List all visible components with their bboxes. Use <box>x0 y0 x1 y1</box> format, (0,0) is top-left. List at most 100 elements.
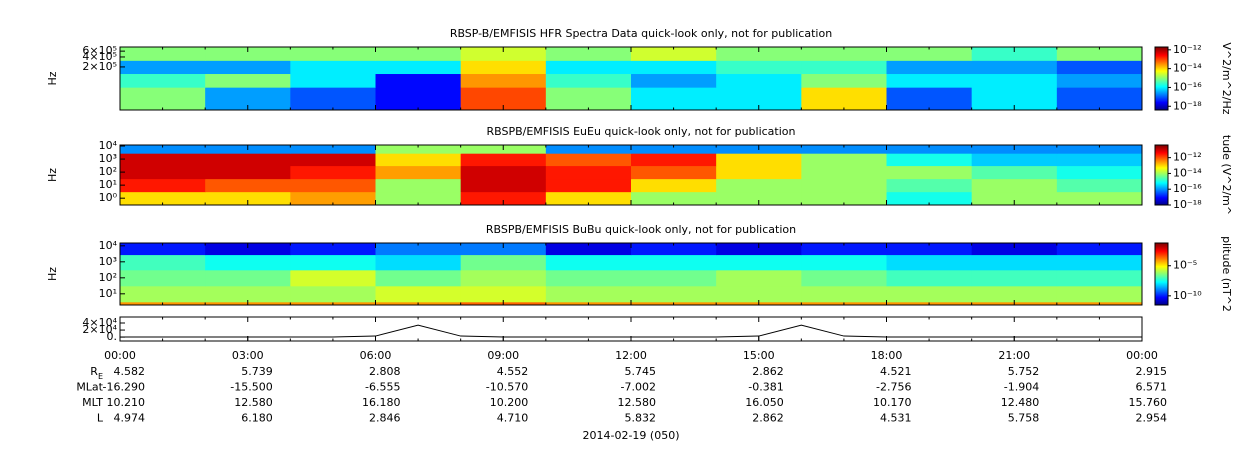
colorbar-swatch <box>1155 85 1168 88</box>
colorbar-swatch <box>1155 163 1168 165</box>
colorbar-swatch <box>1155 245 1168 247</box>
colorbar-swatch <box>1155 57 1168 59</box>
colorbar-swatch <box>1155 190 1168 192</box>
heatmap-cell <box>886 285 973 303</box>
heatmap-cell <box>375 73 462 88</box>
colorbar-swatch <box>1155 285 1168 287</box>
colorbar-swatch <box>1155 103 1168 106</box>
ephemeris-value: 2.862 <box>752 412 784 425</box>
ephemeris-value: 4.521 <box>880 365 912 378</box>
colorbar-swatch <box>1155 84 1168 87</box>
heatmap-cell <box>716 73 802 88</box>
heatmap-cell <box>886 178 973 193</box>
heatmap-cell <box>545 191 632 206</box>
x-tick-label: 03:00 <box>232 349 264 362</box>
heatmap-cell <box>631 243 717 256</box>
ephemeris-value: 15.760 <box>1129 396 1168 409</box>
colorbar-swatch <box>1155 162 1168 164</box>
colorbar-tick-label: 10⁻⁵ <box>1173 259 1197 272</box>
colorbar-frame <box>1154 46 1169 111</box>
heatmap-cell <box>886 145 973 154</box>
colorbar-swatch <box>1155 268 1168 271</box>
colorbar-swatch <box>1155 265 1168 268</box>
heatmap-cell <box>120 145 206 154</box>
y-tick-label: 10² <box>99 271 117 284</box>
heatmap-cell <box>375 87 462 111</box>
heatmap-cell <box>631 145 717 154</box>
colorbar-swatch <box>1155 276 1168 278</box>
y-tick-label: 10² <box>99 165 117 178</box>
colorbar-swatch <box>1155 61 1168 64</box>
colorbar-swatch <box>1155 284 1168 286</box>
colorbar-swatch <box>1155 243 1168 245</box>
heatmap-cell <box>801 145 887 154</box>
colorbar-tick-label: 10⁻¹⁸ <box>1173 99 1202 112</box>
ephemeris-value: 4.710 <box>497 412 529 425</box>
colorbar-swatch <box>1155 263 1168 266</box>
colorbar-swatch <box>1155 251 1168 253</box>
ephemeris-value: 16.050 <box>745 396 784 409</box>
heatmap-cell <box>290 243 376 256</box>
colorbar-swatch <box>1155 97 1168 99</box>
ephemeris-value: 12.580 <box>234 396 273 409</box>
heatmap-cell <box>545 243 632 256</box>
colorbar-swatch <box>1155 147 1168 149</box>
heatmap-cell <box>545 153 632 167</box>
heatmap-cell <box>460 47 547 61</box>
colorbar-swatch <box>1155 98 1168 100</box>
colorbar-swatch <box>1155 171 1168 173</box>
heatmap-cell <box>290 165 376 180</box>
heatmap-cell <box>205 73 291 88</box>
heatmap-cell <box>120 254 206 271</box>
colorbar-swatch <box>1155 256 1168 258</box>
colorbar-swatch <box>1155 71 1168 73</box>
colorbar-label: V^2/m^2/Hz <box>1220 42 1233 114</box>
ephemeris-value: 2.954 <box>1136 412 1168 425</box>
heatmap-cell <box>375 153 462 167</box>
colorbar-swatch <box>1155 255 1168 257</box>
ephemeris-value: 2.862 <box>752 365 784 378</box>
colorbar-swatch <box>1155 192 1168 194</box>
heatmap-cell <box>205 153 291 167</box>
heatmap-cell <box>460 60 547 75</box>
colorbar-swatch <box>1155 201 1168 203</box>
heatmap-cell <box>886 269 973 287</box>
panel-title: RBSPB/EMFISIS BuBu quick-look only, not … <box>486 223 796 236</box>
colorbar-swatch <box>1155 176 1168 178</box>
heatmap-cell <box>120 47 206 61</box>
colorbar-swatch <box>1155 302 1168 305</box>
colorbar-swatch <box>1155 106 1168 109</box>
colorbar-swatch <box>1155 277 1168 279</box>
colorbar-swatch <box>1155 177 1168 179</box>
heatmap-cell <box>290 87 376 111</box>
heatmap-cell <box>205 47 291 61</box>
ephemeris-value: 6.571 <box>1136 381 1168 394</box>
colorbar-swatch <box>1155 166 1168 168</box>
heatmap-cell <box>971 87 1058 111</box>
ephemeris-value: 5.752 <box>1008 365 1040 378</box>
ephemeris-label: MLat <box>76 381 103 394</box>
colorbar-swatch <box>1155 274 1168 276</box>
colorbar-swatch <box>1155 283 1168 285</box>
heatmap-cell <box>460 73 547 88</box>
heatmap-cell <box>801 73 887 88</box>
heatmap-cell <box>375 165 462 180</box>
colorbar-swatch <box>1155 73 1168 75</box>
colorbar-tick-label: 10⁻¹⁰ <box>1173 289 1202 302</box>
colorbar-swatch <box>1155 107 1168 110</box>
heatmap-cell <box>631 178 717 193</box>
heatmap-cell <box>120 285 206 303</box>
colorbar-swatch <box>1155 79 1168 81</box>
heatmap-cell <box>375 254 462 271</box>
heatmap-cell <box>971 191 1058 206</box>
ephemeris-value: 5.739 <box>241 365 273 378</box>
colorbar-swatch <box>1155 189 1168 191</box>
heatmap-cell <box>545 165 632 180</box>
colorbar-swatch <box>1155 289 1168 291</box>
ephemeris-value: 2.808 <box>369 365 401 378</box>
heatmap-cell <box>375 178 462 193</box>
heatmap-cell <box>971 254 1058 271</box>
ephemeris-value: 2.846 <box>369 412 401 425</box>
line <box>120 324 1142 338</box>
colorbar-tick-label: 10⁻¹⁴ <box>1173 166 1202 179</box>
